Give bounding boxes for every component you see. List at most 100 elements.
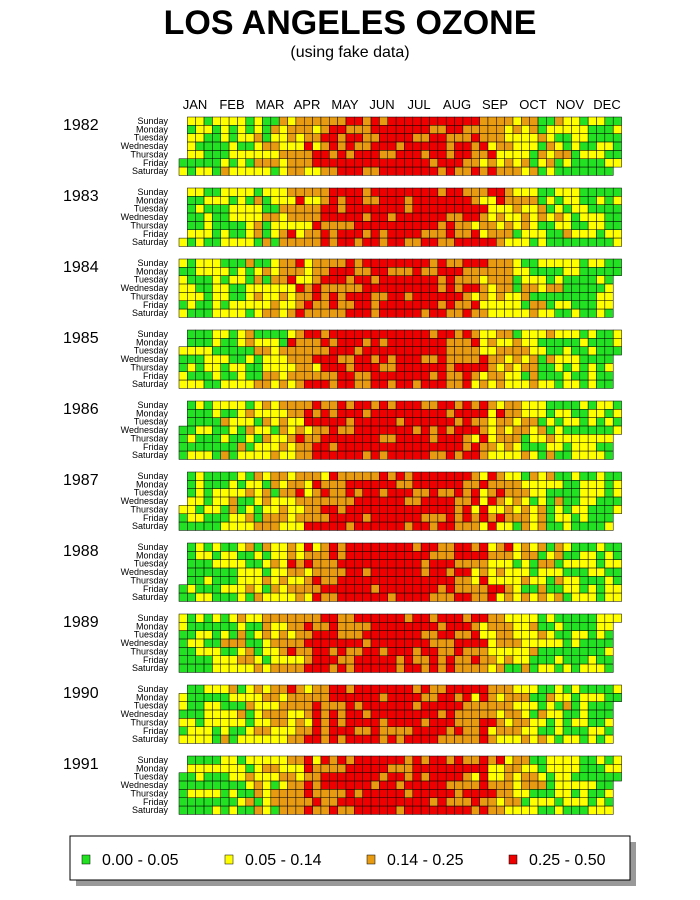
day-cell [504,684,514,694]
day-cell [329,655,338,665]
day-cell [404,363,414,372]
day-cell [521,212,530,222]
day-cell [471,275,480,285]
day-cell [354,488,363,498]
day-cell [454,718,464,728]
day-cell [212,400,221,410]
day-cell [278,513,288,523]
day-cell [320,329,330,339]
day-cell [337,764,347,773]
day-cell [420,647,430,657]
day-cell [571,292,581,301]
day-cell [220,442,230,452]
day-cell [521,133,530,143]
day-cell [404,622,414,631]
day-cell [521,513,530,523]
day-cell [512,442,522,452]
day-cell [537,471,547,481]
day-cell [496,267,505,276]
day-cell [604,592,614,602]
day-cell [195,521,205,531]
day-cell [420,221,430,230]
day-cell [278,726,288,736]
day-cell [571,718,581,728]
day-cell [487,116,497,126]
day-cell [295,797,305,807]
day-cell [529,442,539,452]
day-cell [596,417,606,427]
day-cell [237,471,247,481]
day-cell [479,693,489,702]
day-cell [237,371,247,381]
day-cell [362,229,372,239]
day-cell [245,797,255,807]
day-cell [437,567,447,577]
day-cell [437,125,447,134]
day-cell [370,488,380,498]
day-cell [395,496,405,506]
day-cell [412,400,422,410]
day-cell [562,542,572,552]
day-cell [379,371,388,381]
day-cell [487,655,497,665]
day-cell [237,797,247,807]
day-cell [487,329,497,339]
day-cell [304,212,313,222]
day-cell [487,275,497,285]
day-cell [612,204,622,214]
day-cell [420,292,430,301]
day-cell [345,663,355,673]
day-cell [278,480,288,489]
day-cell [262,187,272,197]
day-cell [487,125,497,134]
day-cell [529,559,539,569]
day-cell [320,709,330,719]
day-cell [529,116,539,126]
day-cell [420,638,430,648]
day-cell [354,300,363,310]
day-cell [287,542,297,552]
day-cell [587,521,597,531]
day-cell [462,417,472,427]
day-cell [571,480,581,489]
day-cell [437,576,447,586]
day-cell [345,797,355,807]
day-cell [596,371,606,381]
day-cell [487,237,497,247]
day-cell [404,592,414,602]
day-cell [587,196,597,205]
day-cell [479,622,489,631]
day-cell [379,308,388,318]
day-cell [579,204,589,214]
day-label-saturday: Saturday [132,166,169,176]
day-cell [521,663,530,673]
day-cell [220,521,230,531]
day-cell [521,417,530,427]
day-cell [362,158,372,168]
month-label-jan: JAN [183,97,208,112]
day-cell [212,283,221,293]
day-cell [253,338,263,347]
day-cell [304,513,313,523]
day-cell [187,789,196,799]
day-cell [195,196,205,205]
year-label: 1988 [63,543,99,560]
day-cell [395,150,405,159]
day-cell [537,204,547,214]
legend-box [69,835,631,881]
day-cell [220,797,230,807]
day-cell [237,166,247,176]
day-cell [203,116,213,126]
day-cell [287,166,297,176]
day-cell [387,363,397,372]
day-cell [429,780,439,790]
day-cell [412,576,422,586]
day-cell [412,141,422,151]
day-cell [604,480,614,489]
day-cell [504,338,514,347]
day-cell [487,300,497,310]
day-cell [379,237,388,247]
day-cell [604,584,614,594]
day-cell [562,718,572,728]
day-cell [253,576,263,586]
